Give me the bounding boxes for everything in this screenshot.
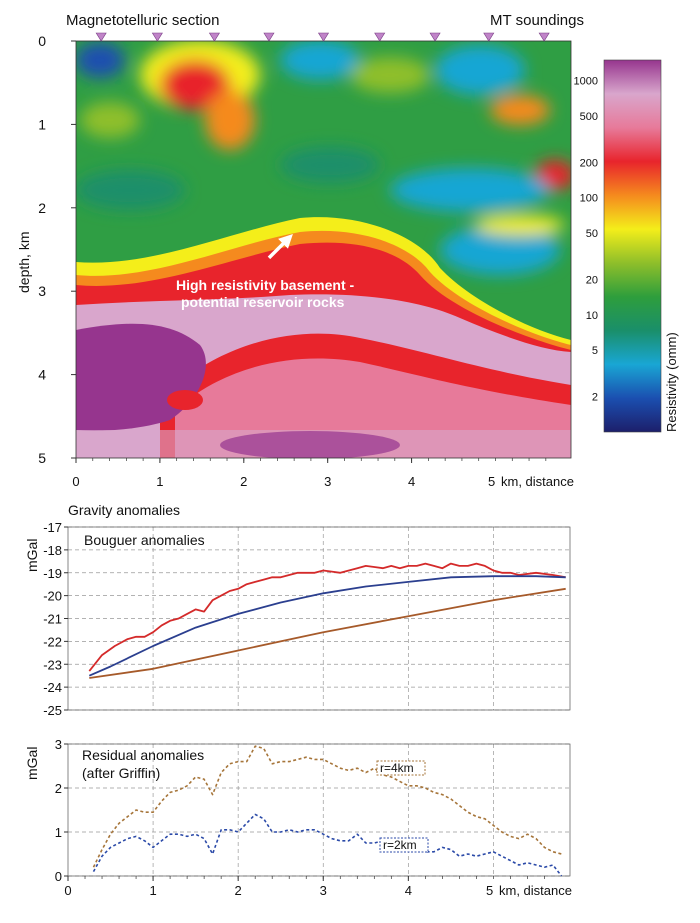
mt-right-title: MT soundings <box>490 12 584 29</box>
mt-sounding-marker <box>538 32 550 42</box>
series-label-r2: r=2km <box>383 838 417 852</box>
mt-sounding-marker <box>263 32 275 42</box>
mt-title: Magnetotelluric section <box>66 12 219 29</box>
y-tick-label: -22 <box>43 634 62 649</box>
colorbar <box>603 59 662 433</box>
annotation-line-1: High resistivity basement - <box>176 277 355 293</box>
mt-x-tick-label: 3 <box>324 474 331 489</box>
y-tick-label: -18 <box>43 543 62 558</box>
label-box-r4 <box>376 760 426 776</box>
series-line-r-2-km <box>92 813 563 877</box>
y-tick-label: -19 <box>43 566 62 581</box>
residual-title: Residual anomalies <box>82 747 204 763</box>
bouguer-subtitle: Bouguer anomalies <box>84 532 205 548</box>
mt-sounding-marker <box>429 32 441 42</box>
x-tick-label: 2 <box>235 883 242 898</box>
basement-arrow <box>267 234 293 260</box>
y-tick-label: 2 <box>55 781 62 796</box>
mt-y-tick-label: 1 <box>38 116 46 132</box>
residual-x-end-tick: 5 <box>486 883 493 898</box>
x-tick-label: 4 <box>405 883 412 898</box>
mt-x-end-tick: 5 <box>488 474 495 489</box>
y-tick-label: 0 <box>55 869 62 884</box>
mt-x-label: km, distance <box>501 474 574 489</box>
mt-x-tick-label: 0 <box>72 474 79 489</box>
colorbar-tick-label: 200 <box>580 157 598 169</box>
residual-plot: 0 1 2 3 0 1 2 3 4 <box>55 737 571 898</box>
mt-y-tick-label: 2 <box>38 200 46 216</box>
mt-y-tick-label: 3 <box>38 283 46 299</box>
label-box-r2 <box>379 837 429 853</box>
bouguer-plot: -25 -24 -23 -22 -21 -20 -19 -18 -17 <box>43 520 571 718</box>
y-tick-label: -20 <box>43 589 62 604</box>
mt-sounding-marker <box>317 32 330 42</box>
colorbar-tick-label: 500 <box>580 111 598 123</box>
colorbar-tick-label: 5 <box>592 345 598 357</box>
colorbar-label: Resistivity (omm) <box>664 332 679 432</box>
colorbar-tick-label: 20 <box>586 275 598 287</box>
colorbar-tick-label: 2 <box>592 392 598 404</box>
mt-x-tick-label: 2 <box>240 474 247 489</box>
y-tick-label: -21 <box>43 612 62 627</box>
series-line-trend <box>89 587 566 679</box>
y-tick-label: -23 <box>43 657 62 672</box>
mt-sounding-marker <box>208 32 220 42</box>
colorbar-tick-label: 100 <box>580 193 598 205</box>
mt-x-tick-label: 1 <box>156 474 163 489</box>
series-label-r4: r=4km <box>380 761 414 775</box>
mt-y-tick-label: 5 <box>38 450 46 466</box>
mt-sounding-marker <box>374 32 386 42</box>
mt-y-label: depth, km <box>16 232 32 293</box>
bouguer-y-ticks: -25 -24 -23 -22 -21 -20 -19 -18 -17 <box>43 520 68 718</box>
mt-sounding-marker <box>483 32 495 42</box>
colorbar-ticks: 2 5 10 20 50 100 200 500 1000 <box>574 76 598 404</box>
x-tick-label: 0 <box>64 883 71 898</box>
y-tick-label: 3 <box>55 737 62 752</box>
bouguer-series <box>88 562 566 679</box>
residual-y-label: mGal <box>24 747 40 780</box>
residual-subtitle: (after Griffin) <box>82 765 160 781</box>
gravity-title: Gravity anomalies <box>68 502 180 518</box>
bouguer-y-label: mGal <box>24 539 40 572</box>
mt-y-tick-label: 0 <box>38 33 46 49</box>
y-tick-label: -24 <box>43 680 62 695</box>
mt-x-ticks: 0 1 2 3 4 <box>72 458 547 489</box>
mt-y-tick-label: 4 <box>38 367 46 383</box>
mt-x-tick-label: 4 <box>408 474 415 489</box>
mt-y-ticks: 0 1 2 3 4 5 <box>38 33 76 466</box>
series-line-observed <box>88 562 566 672</box>
y-tick-label: -25 <box>43 703 62 718</box>
mt-sounding-markers <box>95 32 550 42</box>
y-tick-label: 1 <box>55 825 62 840</box>
annotation-line-2: potential reservoir rocks <box>181 294 345 310</box>
residual-x-ticks: 0 1 2 3 4 <box>64 876 545 898</box>
series-line-r-4-km <box>92 745 562 868</box>
residual-y-ticks: 0 1 2 3 <box>55 737 68 884</box>
colorbar-tick-label: 1000 <box>574 76 598 88</box>
y-tick-label: -17 <box>43 520 62 535</box>
colorbar-tick-label: 10 <box>586 310 598 322</box>
x-tick-label: 3 <box>320 883 327 898</box>
mt-sounding-marker <box>95 32 107 42</box>
residual-series <box>92 745 563 877</box>
mt-section <box>76 41 571 458</box>
x-tick-label: 1 <box>149 883 156 898</box>
mt-sounding-marker <box>151 32 163 42</box>
bouguer-grid <box>68 526 570 711</box>
series-line-regional <box>88 575 566 677</box>
colorbar-tick-label: 50 <box>586 228 598 240</box>
residual-x-label: km, distance <box>499 883 572 898</box>
